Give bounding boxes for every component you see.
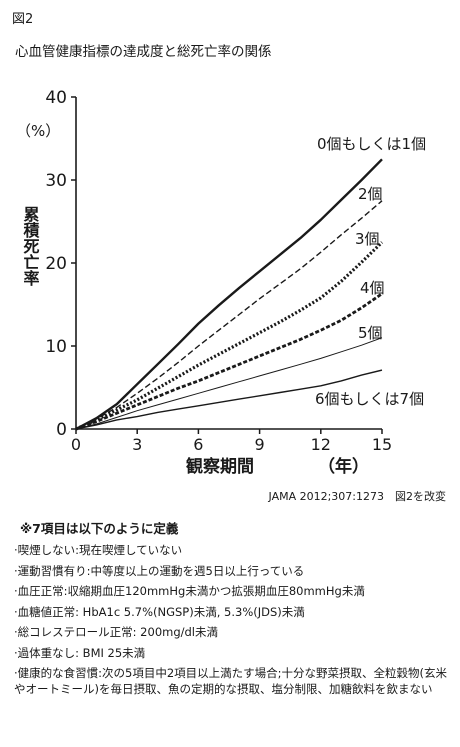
y-tick-label: 10 <box>45 337 67 357</box>
series-label: 6個もしくは7個 <box>315 390 424 408</box>
y-tick-label: 20 <box>45 254 67 274</box>
series-line <box>75 292 383 431</box>
chart-series <box>75 158 384 431</box>
series-line <box>75 337 383 430</box>
series-line <box>75 158 383 431</box>
series-label: 5個 <box>358 324 383 342</box>
note-item: ·血圧正常:収縮期血圧120mmHg未満かつ拡張期血圧80mmHg未満 <box>14 584 365 598</box>
line-chart: 0 10 20 30 40 0 3 6 9 12 15 0個もしくは1個 2個 3個 4個 5個 6個もしくは… <box>16 88 426 477</box>
x-tick-label: 15 <box>372 435 392 454</box>
notes-list: ·喫煙しない:現在喫煙していない ·運動習慣有り:中等度以上の運動を週5日以上行… <box>14 543 454 702</box>
y-tick-label: 30 <box>45 171 67 191</box>
x-tick-label: 6 <box>193 435 203 454</box>
series-label: 0個もしくは1個 <box>317 135 426 153</box>
note-item: ·健康的な食習慣:次の5項目中2項目以上満たす場合;十分な野菜摂取、全粒穀物(玄… <box>14 666 448 696</box>
note-item: ·喫煙しない:現在喫煙していない <box>14 543 183 557</box>
y-tick-label: 0 <box>56 420 67 440</box>
note-item: ·運動習慣有り:中等度以上の運動を週5日以上行っている <box>14 563 305 578</box>
source-citation: JAMA 2012;307:1273 図2を改変 <box>268 490 446 503</box>
series-label: 4個 <box>360 279 385 297</box>
y-tick-label: 40 <box>45 88 67 108</box>
x-tick-label: 3 <box>132 435 142 454</box>
x-axis-unit: （年） <box>318 456 369 477</box>
figure-label: 図2 <box>12 12 34 27</box>
chart-axes: 0 10 20 30 40 0 3 6 9 12 15 <box>45 88 392 454</box>
y-axis-unit: （%） <box>16 122 60 140</box>
series-line <box>75 369 383 430</box>
series-line <box>75 241 384 431</box>
series-label: 2個 <box>358 185 383 203</box>
note-item: ·総コレステロール正常: 200mg/dl未満 <box>14 625 219 639</box>
note-item: ·過体重なし: BMI 25未満 <box>14 645 146 660</box>
chart-series-labels: 0個もしくは1個 2個 3個 4個 5個 6個もしくは7個 <box>315 135 426 408</box>
series-label: 3個 <box>355 230 380 248</box>
notes-title: ※7項目は以下のように定義 <box>20 521 179 536</box>
x-axis-title: 観察期間 <box>186 456 254 477</box>
figure-title: 心血管健康指標の達成度と総死亡率の関係 <box>15 44 272 60</box>
x-tick-label: 9 <box>255 435 265 454</box>
y-axis-title: 累積死亡率 <box>21 206 41 287</box>
note-item: ·血糖値正常: HbA1c 5.7%(NGSP)未満, 5.3%(JDS)未満 <box>14 604 305 619</box>
series-line <box>75 200 383 430</box>
x-tick-label: 0 <box>71 435 81 454</box>
x-tick-label: 12 <box>311 435 331 454</box>
